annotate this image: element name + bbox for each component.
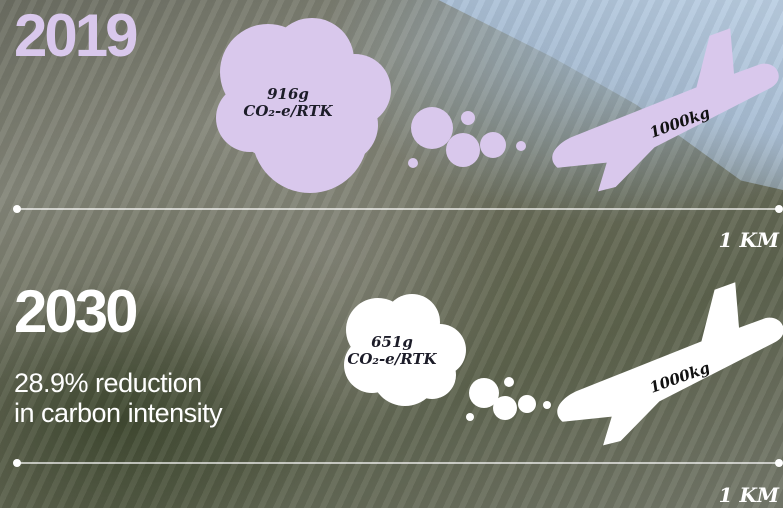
emission-cloud-2030-icon [344, 294, 466, 406]
reduction-line-2: in carbon intensity [14, 398, 223, 428]
reduction-line-1: 28.9% reduction [14, 368, 202, 398]
intensity-unit-2030: CO₂-e/RTK [347, 350, 437, 368]
emission-cloud-2019-icon [216, 18, 391, 193]
intensity-value-2019: 916g [267, 85, 309, 103]
distance-label-2019: 1 KM [718, 228, 779, 252]
distance-line-2019 [13, 205, 783, 213]
distance-line-2030 [13, 459, 783, 467]
airplane-2030-icon [557, 282, 783, 446]
intensity-label-2030: 651g CO₂-e/RTK [347, 334, 437, 368]
intensity-value-2030: 651g [371, 333, 413, 351]
emission-bubbles-2030 [466, 377, 551, 421]
airplane-2019-icon [552, 28, 779, 192]
emission-bubbles-2019 [408, 107, 526, 168]
distance-label-2030: 1 KM [718, 483, 779, 507]
intensity-label-2019: 916g CO₂-e/RTK [238, 86, 338, 120]
intensity-unit-2019: CO₂-e/RTK [243, 102, 333, 120]
reduction-caption: 28.9% reduction in carbon intensity [14, 368, 223, 428]
year-2030-heading: 2030 [14, 278, 138, 345]
year-2019-heading: 2019 [14, 2, 138, 69]
